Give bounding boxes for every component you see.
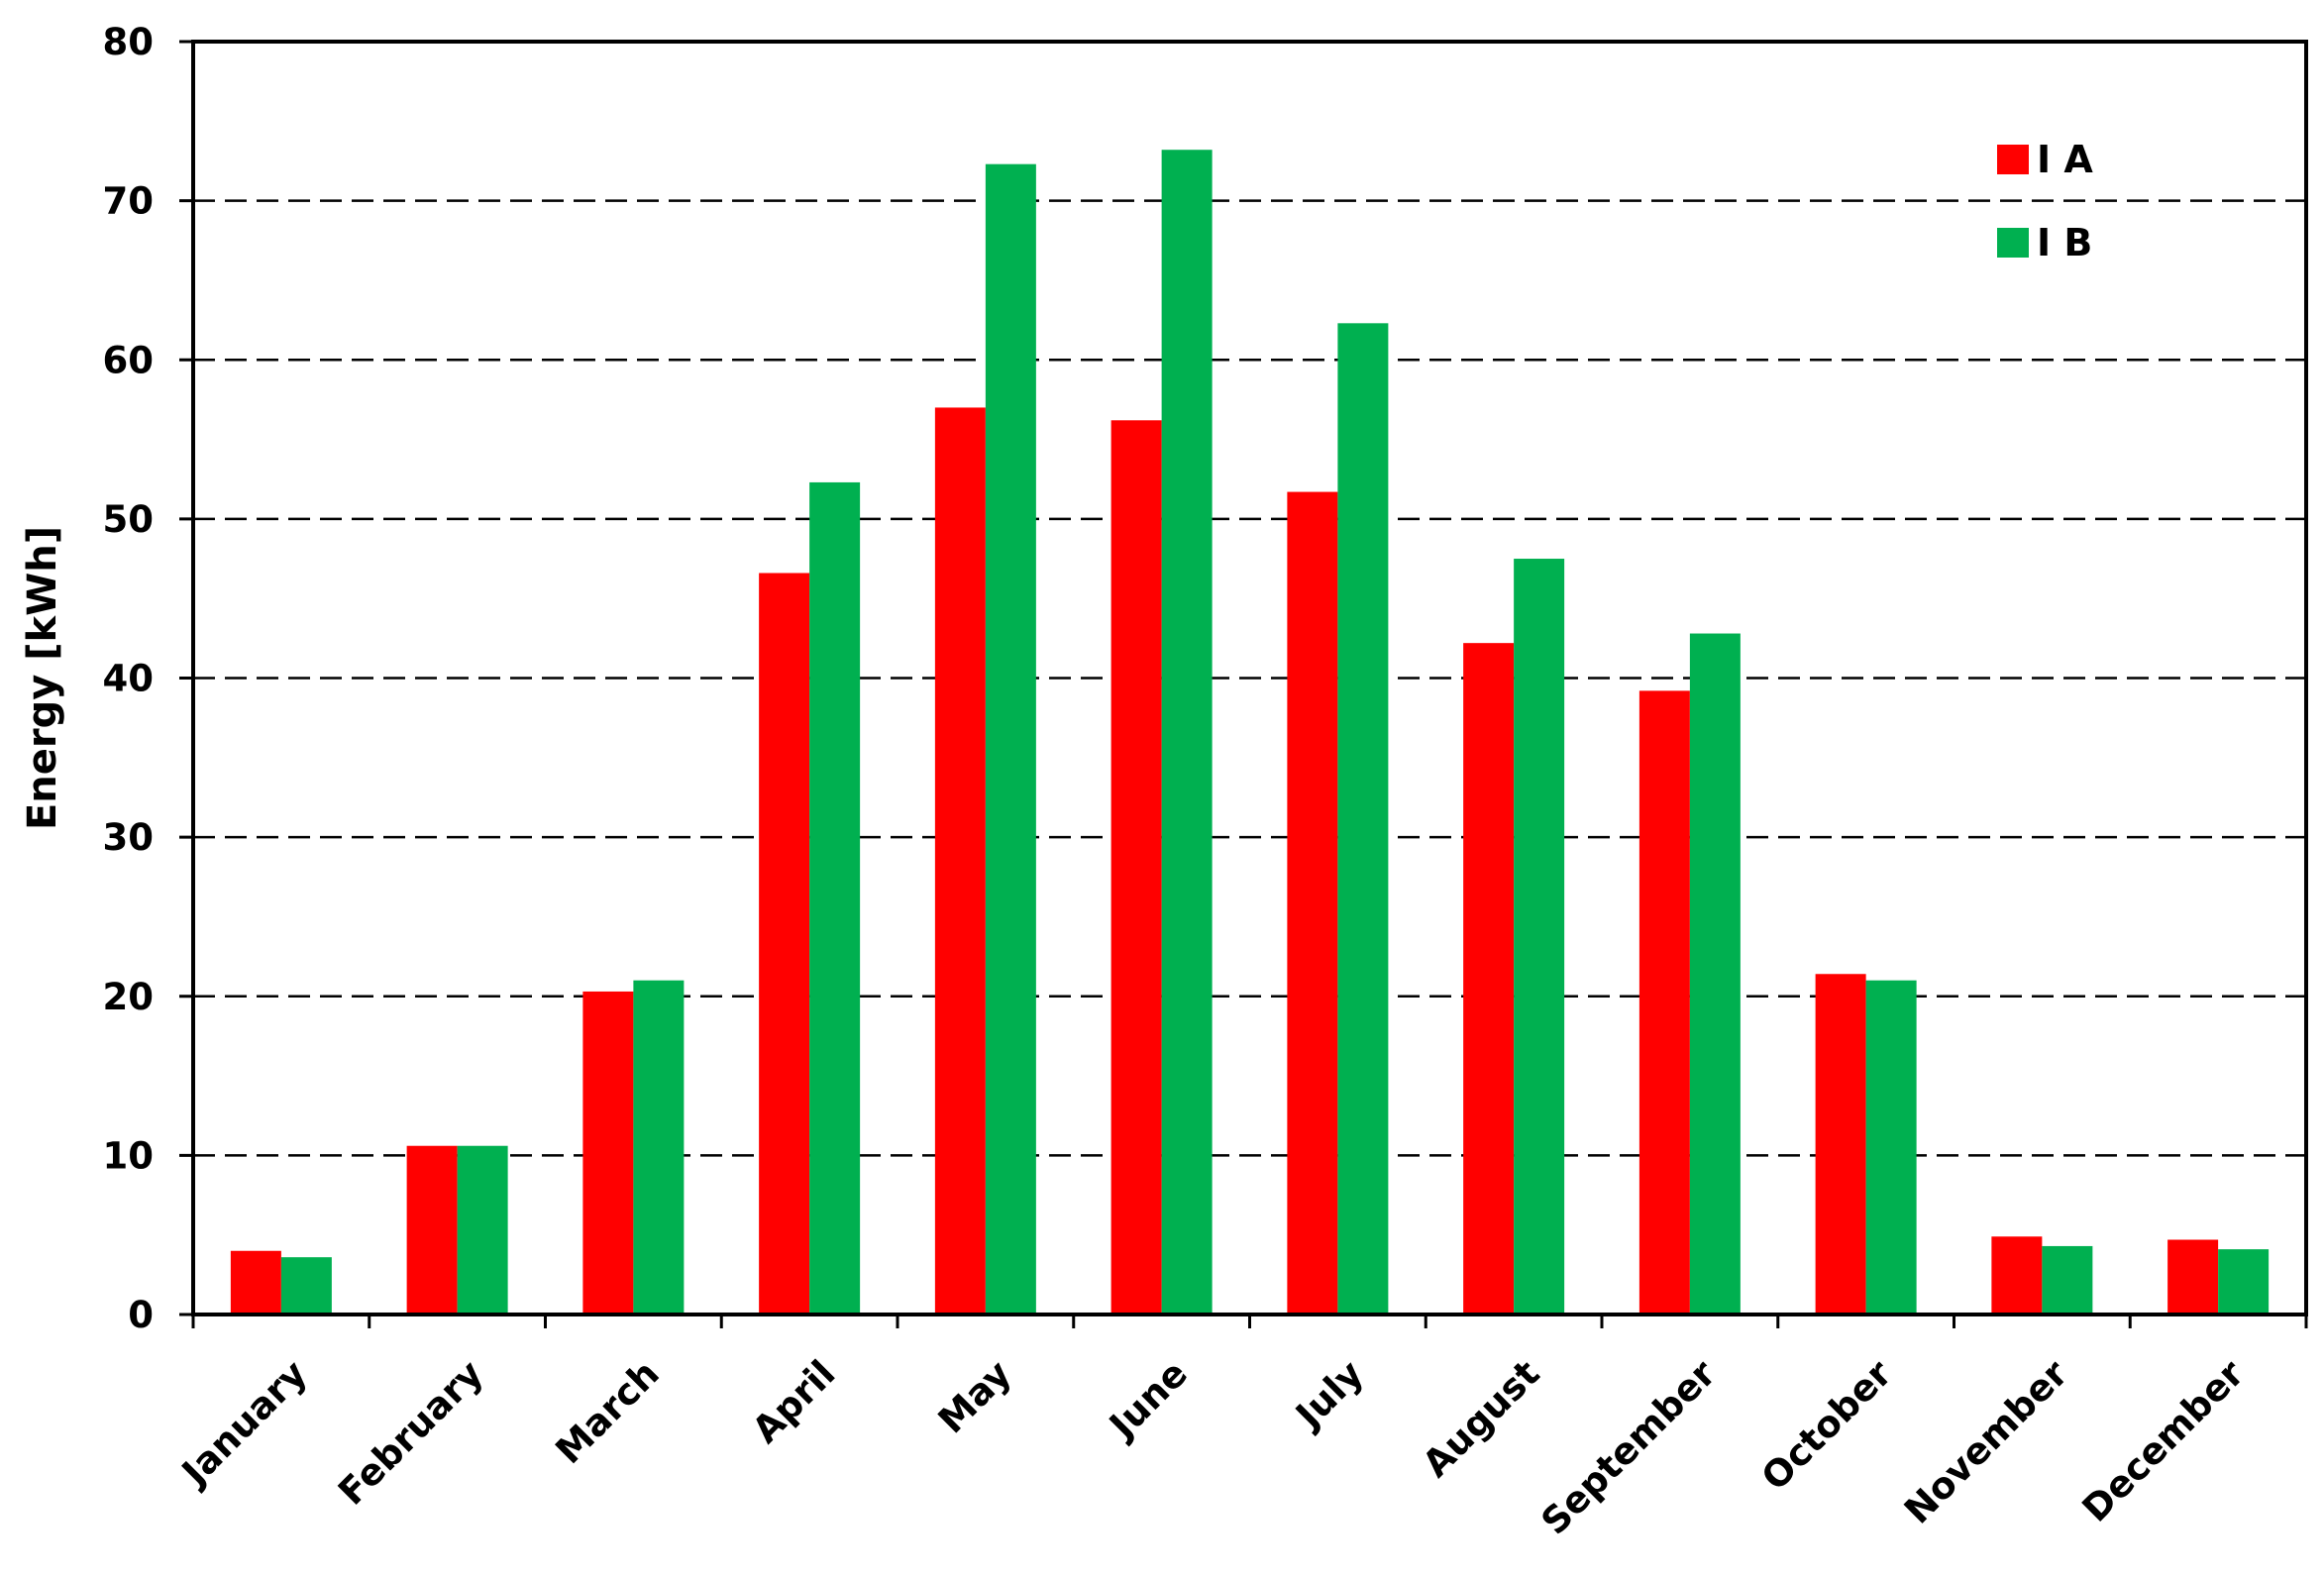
bar-ib-july [1337, 323, 1389, 1315]
x-category-labels: January February March April May June July Augu… [171, 1351, 2253, 1542]
y-tick-label: 40 [103, 658, 155, 700]
legend-label-ib: I B [2037, 221, 2092, 264]
bar-ia-may [934, 407, 986, 1315]
legend-swatch-ib [1997, 228, 2029, 258]
x-category-label: December [2074, 1351, 2253, 1529]
x-category-label: September [1533, 1351, 1725, 1542]
plot-frame [191, 40, 2308, 1316]
legend-label-ia: I A [2037, 138, 2093, 181]
bar-ia-july [1287, 491, 1338, 1315]
x-category-label: October [1753, 1351, 1901, 1499]
bar-ib-september [1689, 633, 1741, 1315]
x-category-label: November [1896, 1351, 2076, 1531]
bar-ib-april [809, 481, 861, 1315]
y-tick-label: 70 [103, 180, 155, 223]
x-category-label: April [744, 1352, 843, 1451]
bar-ib-january [280, 1257, 332, 1315]
bar-ib-october [1865, 980, 1917, 1315]
x-category-label: February [330, 1352, 491, 1514]
bar-ib-november [2042, 1245, 2093, 1315]
bar-ib-august [1514, 559, 1565, 1315]
bar-ia-september [1638, 690, 1690, 1315]
x-category-label: June [1100, 1352, 1196, 1448]
y-tick-label: 60 [103, 339, 155, 381]
x-category-label: August [1415, 1352, 1548, 1486]
gridlines [193, 199, 2306, 1157]
bar-ia-january [230, 1250, 281, 1315]
bar-ia-june [1110, 420, 1162, 1315]
bar-ia-november [1991, 1236, 2043, 1315]
bar-ia-october [1815, 974, 1866, 1315]
legend: I A I B [1997, 138, 2093, 264]
bar-ia-march [582, 991, 634, 1315]
y-tick-labels: 0 10 20 30 40 50 60 70 80 [103, 21, 155, 1336]
bar-ib-december [2218, 1249, 2270, 1315]
bar-ia-february [406, 1145, 458, 1315]
y-tick-label: 30 [103, 816, 155, 859]
x-category-label: May [930, 1352, 1019, 1441]
bar-ib-june [1161, 150, 1213, 1315]
x-category-label: July [1286, 1352, 1372, 1438]
y-axis-title: Energy [kWh] [20, 526, 65, 830]
bar-ib-february [457, 1145, 508, 1315]
y-tick-label: 0 [128, 1294, 154, 1336]
bar-ia-august [1463, 643, 1515, 1315]
bar-ib-march [633, 980, 685, 1315]
x-category-label: January [171, 1352, 315, 1496]
x-category-label: March [548, 1352, 668, 1472]
axes [179, 40, 2308, 1328]
bars [230, 150, 2270, 1315]
y-tick-label: 50 [103, 498, 155, 541]
y-tick-label: 10 [103, 1134, 155, 1177]
legend-swatch-ia [1997, 145, 2029, 174]
bar-ia-april [759, 573, 810, 1315]
y-tick-label: 20 [103, 976, 155, 1018]
bar-ia-december [2167, 1239, 2219, 1315]
bar-ib-may [985, 163, 1036, 1315]
y-tick-label: 80 [103, 21, 155, 63]
